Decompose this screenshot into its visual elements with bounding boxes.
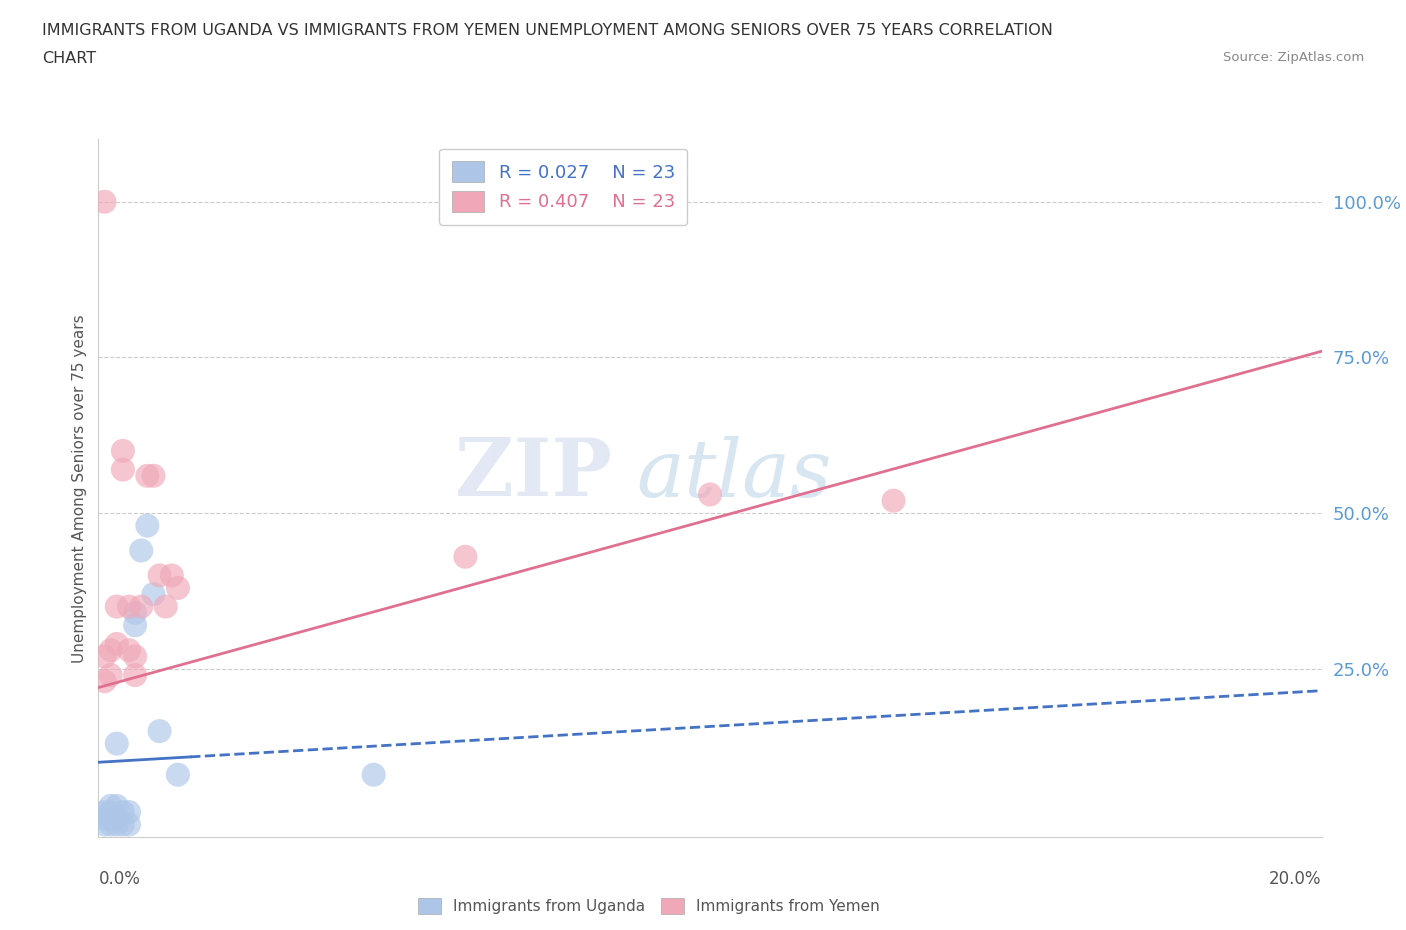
Point: [93, 804, 115, 819]
Point: [105, 599, 128, 614]
Point: [105, 636, 128, 651]
Point: [93, 194, 115, 209]
Point: [100, 668, 122, 683]
Point: [124, 605, 146, 620]
Point: [124, 618, 146, 632]
Point: [118, 804, 141, 819]
Text: ZIP: ZIP: [456, 435, 612, 513]
Point: [118, 599, 141, 614]
Text: 0.0%: 0.0%: [98, 870, 141, 887]
Point: [105, 817, 128, 832]
Point: [124, 649, 146, 664]
Point: [149, 724, 172, 738]
Point: [136, 518, 159, 533]
Point: [93, 811, 115, 826]
Point: [124, 668, 146, 683]
Point: [93, 674, 115, 689]
Point: [454, 550, 477, 565]
Y-axis label: Unemployment Among Seniors over 75 years: Unemployment Among Seniors over 75 years: [72, 314, 87, 662]
Point: [883, 493, 905, 508]
Point: [167, 767, 190, 782]
Text: CHART: CHART: [42, 51, 96, 66]
Point: [167, 580, 190, 595]
Point: [100, 799, 122, 814]
Point: [155, 599, 177, 614]
Point: [129, 599, 152, 614]
Point: [142, 587, 165, 602]
Point: [142, 469, 165, 484]
Point: [118, 643, 141, 658]
Point: [93, 649, 115, 664]
Point: [111, 444, 134, 458]
Text: IMMIGRANTS FROM UGANDA VS IMMIGRANTS FROM YEMEN UNEMPLOYMENT AMONG SENIORS OVER : IMMIGRANTS FROM UGANDA VS IMMIGRANTS FRO…: [42, 23, 1053, 38]
Point: [100, 643, 122, 658]
Point: [105, 811, 128, 826]
Point: [105, 799, 128, 814]
Point: [111, 817, 134, 832]
Point: [93, 817, 115, 832]
Point: [105, 737, 128, 751]
Point: [160, 568, 183, 583]
Text: Source: ZipAtlas.com: Source: ZipAtlas.com: [1223, 51, 1364, 64]
Point: [100, 804, 122, 819]
Legend: Immigrants from Uganda, Immigrants from Yemen: Immigrants from Uganda, Immigrants from …: [412, 892, 886, 920]
Text: 20.0%: 20.0%: [1270, 870, 1322, 887]
Point: [129, 543, 152, 558]
Point: [136, 469, 159, 484]
Point: [149, 568, 172, 583]
Point: [111, 462, 134, 477]
Point: [363, 767, 385, 782]
Point: [699, 487, 721, 502]
Point: [100, 811, 122, 826]
Text: atlas: atlas: [637, 435, 832, 513]
Point: [100, 817, 122, 832]
Point: [111, 804, 134, 819]
Point: [118, 817, 141, 832]
